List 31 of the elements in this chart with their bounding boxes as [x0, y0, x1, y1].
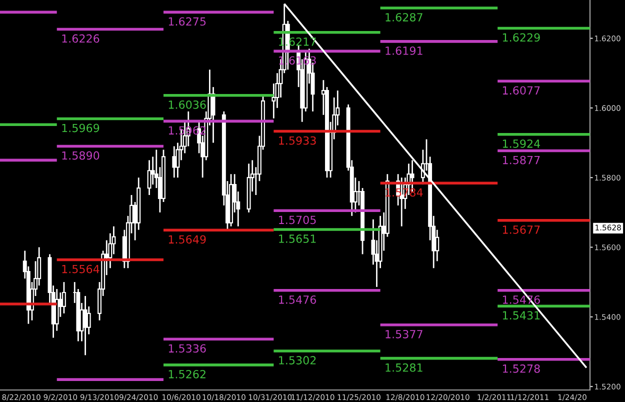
candlestick	[147, 159, 152, 196]
annotation: 1.5377	[386, 330, 422, 338]
annotation: 1.5278	[502, 364, 540, 373]
annotation: 1.5677	[502, 225, 540, 234]
annotation: 1.5705	[279, 216, 316, 224]
annotation: 1.5336	[168, 344, 206, 353]
annotation: 1.6287	[386, 13, 422, 22]
candlestick	[172, 146, 176, 178]
candlestick	[86, 306, 91, 335]
annotation: 1.5933	[279, 136, 316, 145]
annotation: 1.5890	[62, 151, 100, 160]
annotation: 1.5877	[502, 156, 540, 164]
annotation: 1.5262	[168, 370, 206, 378]
annotation: 1.5281	[386, 363, 422, 372]
annotation: 1.6226	[62, 34, 100, 43]
annotation: 1.5969	[62, 124, 100, 132]
candlestick	[62, 281, 66, 314]
annotation: 1.5431	[502, 311, 540, 320]
annotation: 1.5924	[502, 139, 540, 148]
annotation: 1.6077	[502, 86, 540, 95]
annotation: 1.6275	[168, 17, 206, 26]
candlestick	[83, 295, 88, 356]
annotation: 1.5651	[279, 234, 316, 243]
annotation: 1.6229	[502, 33, 540, 42]
annotation: 1.5649	[168, 235, 206, 244]
candlestick	[435, 229, 440, 262]
annotation: 1.5302	[279, 356, 316, 364]
annotation: 1.5476	[279, 295, 316, 304]
annotation: 1.6036	[168, 100, 206, 109]
annotation: 1.5564	[62, 264, 100, 274]
annotation: 1.6191	[386, 46, 422, 55]
